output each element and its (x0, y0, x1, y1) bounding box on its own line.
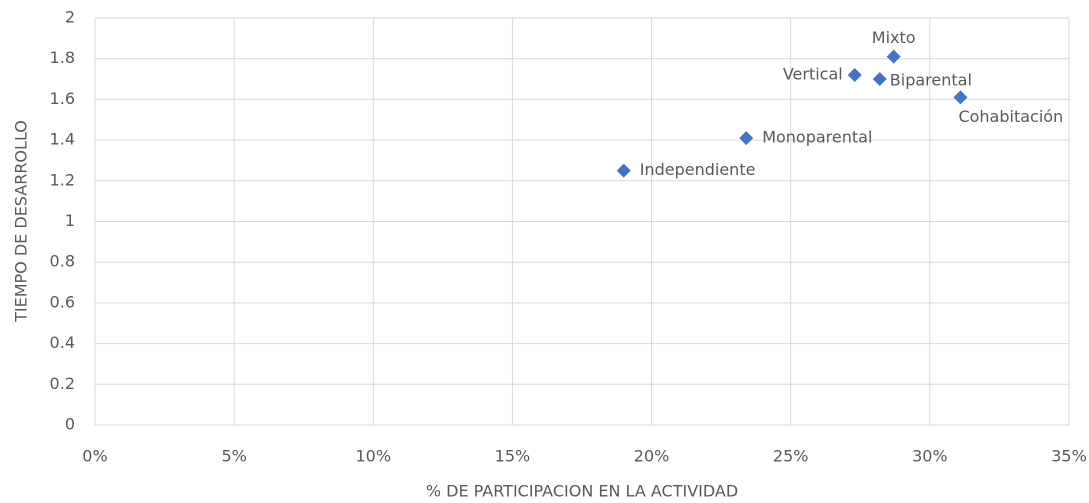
y-tick-label: 0.6 (50, 292, 75, 311)
point (872, 72, 887, 87)
y-tick-label: 1.6 (50, 89, 75, 108)
point-label: Vertical (783, 64, 843, 83)
y-tick-label: 0 (65, 415, 75, 434)
y-tick-label: 1.2 (50, 170, 75, 189)
y-tick-label: 0.8 (50, 252, 75, 271)
point (886, 49, 901, 64)
y-tick-label: 2 (65, 8, 75, 27)
y-tick-label: 1.4 (50, 130, 75, 149)
x-tick-label: 5% (221, 447, 246, 466)
point-label: Cohabitación (958, 107, 1063, 126)
x-tick-label: 30% (912, 447, 948, 466)
point (953, 90, 968, 105)
y-tick-label: 0.2 (50, 374, 75, 393)
point-label: Monoparental (762, 128, 872, 147)
point-label: Mixto (872, 28, 916, 47)
point (739, 131, 754, 146)
point-label: Independiente (640, 160, 756, 179)
y-tick-label: 1 (65, 211, 75, 230)
y-tick-label: 1.8 (50, 48, 75, 67)
point (616, 163, 631, 178)
point (847, 67, 862, 82)
x-axis-title: % DE PARTICIPACION EN LA ACTIVIDAD (426, 482, 738, 501)
y-tick-label: 0.4 (50, 333, 75, 352)
point-label: Biparental (890, 71, 972, 90)
x-tick-label: 35% (1051, 447, 1087, 466)
x-tick-label: 0% (82, 447, 107, 466)
x-tick-label: 10% (356, 447, 392, 466)
x-tick-label: 15% (495, 447, 531, 466)
y-axis-title: TIEMPO DE DESARROLLO (12, 120, 31, 323)
x-tick-label: 25% (773, 447, 809, 466)
x-tick-label: 20% (634, 447, 670, 466)
